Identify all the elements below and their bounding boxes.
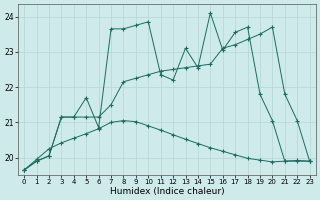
X-axis label: Humidex (Indice chaleur): Humidex (Indice chaleur) xyxy=(109,187,224,196)
